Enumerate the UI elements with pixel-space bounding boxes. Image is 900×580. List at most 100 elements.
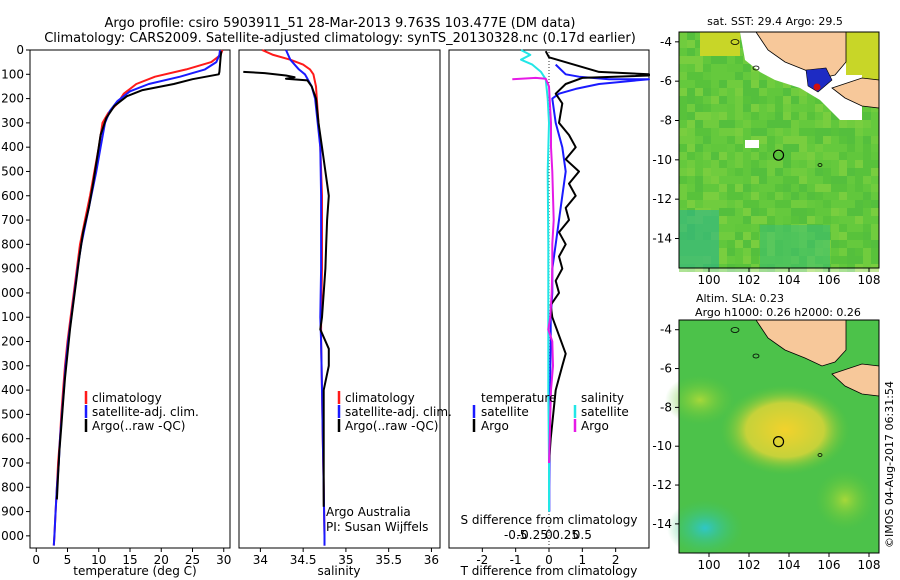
sst-grid-cell — [759, 168, 767, 176]
sst-grid-cell — [703, 168, 711, 176]
credit-argo-australia: Argo Australia — [326, 505, 411, 519]
sst-grid-cell — [839, 192, 847, 200]
depth-tick-label: 1200 — [0, 335, 24, 349]
sst-grid-cell — [799, 144, 807, 152]
sst-grid-cell — [719, 168, 727, 176]
sst-grid-cell — [799, 96, 807, 104]
sst-grid-cell — [855, 176, 863, 184]
sst-grid-cell — [847, 160, 855, 168]
sst-grid-cell — [783, 200, 791, 208]
legend-label-t-satellite: satellite — [481, 405, 529, 419]
sst-grid-cell — [791, 96, 799, 104]
sst-grid-cell — [831, 120, 839, 128]
sst-grid-cell — [839, 184, 847, 192]
sst-grid-cell — [695, 192, 703, 200]
depth-tick-label: 800 — [1, 237, 24, 251]
x-tick-label: 25 — [185, 553, 200, 567]
sla-anomaly-light — [665, 375, 735, 425]
sst-grid-cell — [679, 72, 687, 80]
x-tick-label: 0 — [32, 553, 40, 567]
sst-grid-cell — [679, 128, 687, 136]
sst-grid-cell — [719, 208, 727, 216]
sst-grid-cell — [839, 144, 847, 152]
sst-grid-cell — [831, 192, 839, 200]
x-tick-label: 10 — [91, 553, 106, 567]
sst-grid-cell — [735, 128, 743, 136]
sst-grid-cell — [871, 192, 879, 200]
sst-grid-cell — [735, 112, 743, 120]
sst-grid-cell — [767, 184, 775, 192]
sst-grid-cell — [687, 136, 695, 144]
sst-grid-cell — [727, 184, 735, 192]
sst-grid-cell — [735, 88, 743, 96]
sst-grid-cell — [727, 88, 735, 96]
depth-tick-label: 1600 — [0, 432, 24, 446]
sst-grid-cell — [783, 160, 791, 168]
sst-grid-cell — [871, 256, 879, 264]
sst-grid-cell — [783, 152, 791, 160]
x-tick-label: 34 — [253, 553, 268, 567]
sst-grid-cell — [751, 248, 759, 256]
sst-grid-cell — [775, 136, 783, 144]
sst-grid-cell — [807, 216, 815, 224]
map-x-tick-label: 108 — [858, 273, 881, 287]
sst-grid-cell — [783, 112, 791, 120]
sst-grid-cell — [775, 104, 783, 112]
difference-lines — [512, 49, 650, 512]
sst-grid-cell — [719, 104, 727, 112]
sst-grid-cell — [751, 88, 759, 96]
sst-grid-cell — [719, 128, 727, 136]
sst-grid-cell — [751, 176, 759, 184]
sst-grid-cell — [775, 120, 783, 128]
sst-grid-cell — [743, 224, 751, 232]
sst-grid-cell — [703, 144, 711, 152]
sst-grid-cell — [695, 152, 703, 160]
sst-grid-cell — [679, 48, 687, 56]
sst-grid-cell — [799, 128, 807, 136]
sst-grid-cell — [831, 152, 839, 160]
x-tick-label: -2 — [476, 553, 488, 567]
sst-grid-cell — [855, 136, 863, 144]
sst-grid-cell — [703, 160, 711, 168]
sst-grid-cell — [751, 120, 759, 128]
sst-grid-cell — [719, 256, 727, 264]
sst-grid-cell — [823, 112, 831, 120]
sst-grid-cell — [807, 192, 815, 200]
sst-grid-cell — [791, 104, 799, 112]
sst-grid-cell — [855, 224, 863, 232]
sst-grid-cell — [727, 112, 735, 120]
sst-grid-cell — [719, 64, 727, 72]
header-line-1: Argo profile: csiro 5903911_51 28-Mar-20… — [105, 16, 576, 31]
sst-grid-cell — [679, 56, 687, 64]
sst-grid-cell — [687, 64, 695, 72]
sst-grid-cell — [775, 80, 783, 88]
sst-grid-cell — [719, 224, 727, 232]
sst-grid-cell — [831, 168, 839, 176]
sst-warm-patch — [700, 32, 740, 56]
sst-grid-cell — [743, 184, 751, 192]
sst-cool-patch — [679, 210, 719, 268]
sst-grid-cell — [735, 152, 743, 160]
sst-grid-cell — [687, 168, 695, 176]
sst-grid-cell — [735, 184, 743, 192]
sst-grid-cell — [863, 248, 871, 256]
sumatra-land — [755, 319, 847, 367]
imos-timestamp: ©IMOS 04-Aug-2017 06:31:54 — [883, 381, 896, 548]
sst-grid-cell — [687, 40, 695, 48]
sst-grid-cell — [727, 64, 735, 72]
sst-grid-cell — [799, 160, 807, 168]
depth-tick-label: 400 — [1, 140, 24, 154]
sst-grid-cell — [751, 112, 759, 120]
sst-grid-cell — [815, 120, 823, 128]
sst-grid-cell — [839, 256, 847, 264]
legend-label-climatology: climatology — [345, 391, 415, 405]
sst-grid-cell — [743, 176, 751, 184]
sst-grid-cell — [863, 208, 871, 216]
sst-grid-cell — [695, 32, 703, 40]
sst-grid-cell — [839, 176, 847, 184]
sst-grid-cell — [687, 112, 695, 120]
sst-grid-cell — [751, 72, 759, 80]
map-x-tick-label: 100 — [698, 273, 721, 287]
sst-grid-cell — [855, 144, 863, 152]
map-y-tick-label: -12 — [652, 478, 672, 492]
